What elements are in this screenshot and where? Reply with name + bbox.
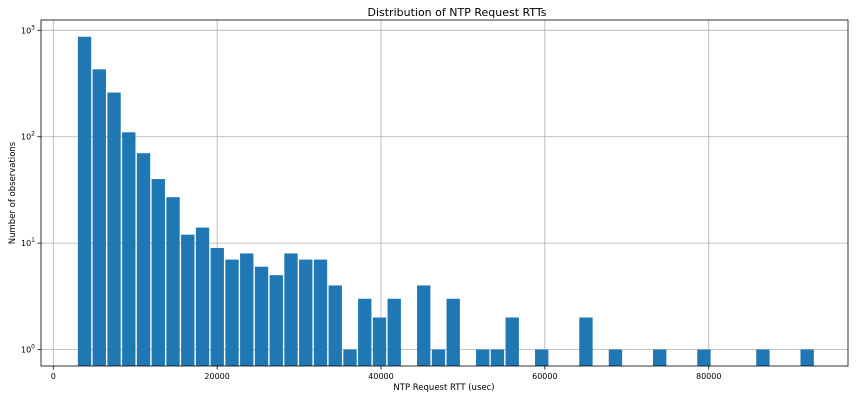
x-axis-ticks: 0 20000 40000 60000 80000	[51, 366, 721, 381]
y-tick-label: 100	[21, 344, 35, 355]
histogram-bar	[225, 259, 239, 366]
histogram-bar	[299, 259, 313, 366]
histogram-bar	[579, 317, 593, 366]
histogram-bar	[107, 92, 121, 366]
histogram-bar	[446, 298, 460, 366]
histogram-bar	[210, 247, 224, 366]
y-tick-label: 101	[21, 237, 35, 248]
histogram-bar	[372, 317, 387, 366]
y-tick-base: 10	[21, 239, 31, 248]
histogram-bar	[328, 285, 342, 366]
histogram-bar	[490, 349, 505, 366]
histogram-bar	[313, 259, 328, 366]
y-tick-base: 10	[21, 346, 31, 355]
y-axis-label: Number of observations	[8, 141, 18, 244]
histogram-bar	[431, 349, 446, 366]
y-tick-exponent: 3	[31, 24, 35, 31]
x-tick-label: 80000	[696, 372, 721, 381]
histogram-bar	[417, 285, 431, 366]
x-tick-label: 60000	[532, 372, 557, 381]
histogram-bar	[269, 275, 283, 366]
y-tick-label: 103	[21, 24, 35, 35]
histogram-bar	[166, 197, 180, 366]
histogram-bar	[535, 349, 549, 366]
histogram-bar	[151, 179, 165, 366]
y-tick-base: 10	[21, 133, 31, 142]
chart-title: Distribution of NTP Request RTTs	[367, 6, 546, 19]
histogram-bar	[756, 349, 770, 366]
histogram-bar	[254, 266, 269, 366]
histogram-bar	[136, 153, 151, 366]
histogram-bar	[122, 132, 136, 366]
histogram-bar	[92, 69, 106, 366]
histogram-bar	[240, 253, 254, 366]
x-axis-label: NTP Request RTT (usec)	[393, 383, 494, 393]
histogram-bar	[343, 349, 357, 366]
histogram-bar	[608, 349, 623, 366]
y-tick-exponent: 1	[31, 237, 35, 244]
histogram-bar	[181, 234, 195, 366]
x-tick-label: 20000	[204, 372, 229, 381]
histogram-bar	[77, 36, 92, 366]
x-tick-label: 40000	[368, 372, 393, 381]
histogram-bar	[800, 349, 814, 366]
histogram-bar	[387, 298, 401, 366]
histogram-bar	[284, 253, 298, 366]
plot-frame	[40, 19, 849, 367]
y-tick-exponent: 0	[31, 344, 35, 351]
y-tick-base: 10	[21, 26, 31, 35]
histogram-bars	[77, 36, 814, 366]
histogram-bar	[476, 349, 490, 366]
histogram-bar	[358, 298, 372, 366]
x-tick-label: 0	[51, 372, 56, 381]
histogram-bar	[653, 349, 667, 366]
y-tick-exponent: 2	[31, 131, 35, 138]
histogram-bar	[505, 317, 519, 366]
y-tick-label: 102	[21, 131, 35, 142]
histogram-bar	[195, 227, 210, 366]
histogram-bar	[697, 349, 711, 366]
